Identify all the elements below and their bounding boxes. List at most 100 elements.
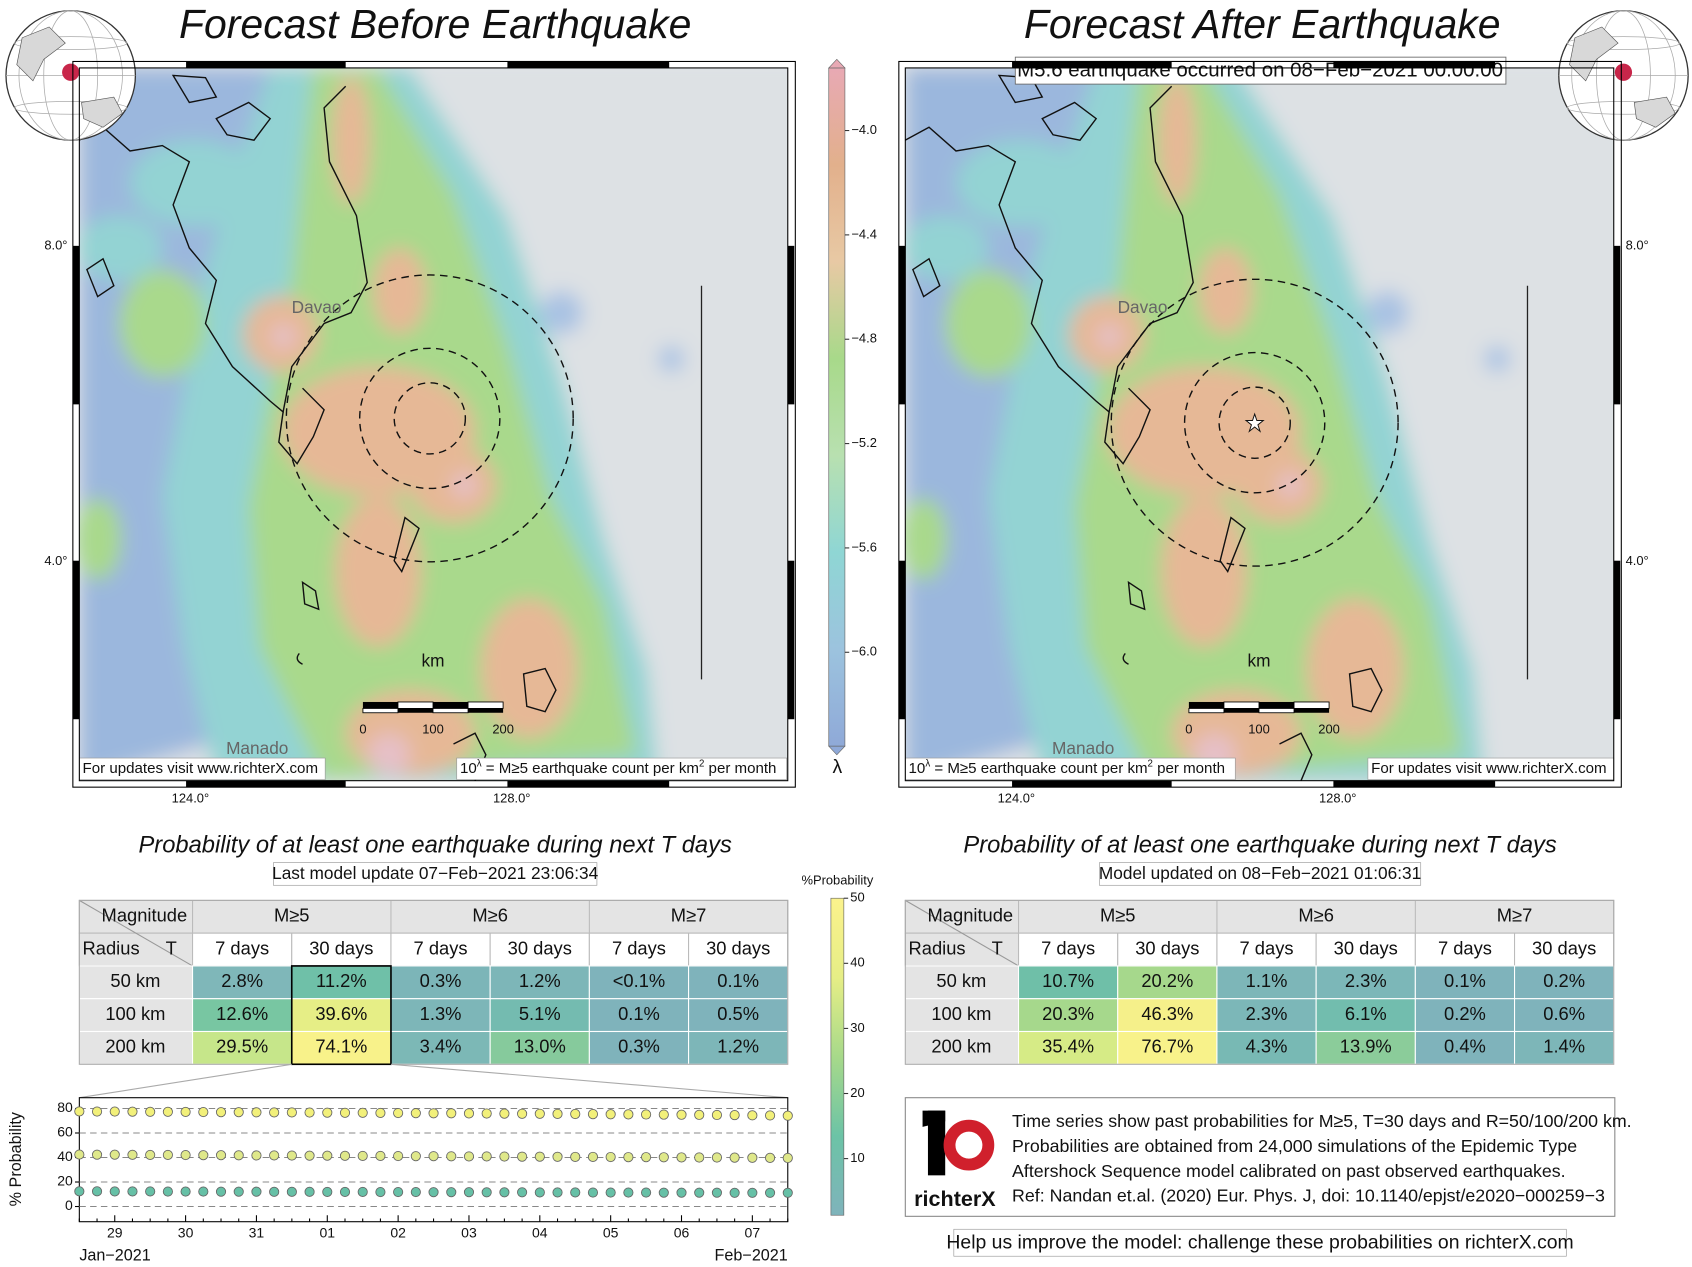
- point: [393, 1107, 404, 1119]
- x-tick-label: 30: [178, 1224, 194, 1240]
- header-text: 7 days: [1041, 937, 1095, 958]
- point: [339, 1150, 351, 1161]
- header-text: 30 days: [1334, 937, 1398, 958]
- frame-segment: [1613, 245, 1621, 405]
- x-tick-label: 06: [674, 1224, 690, 1240]
- colorbar-tick-label: 20: [850, 1085, 864, 1100]
- epicenter-star: [1244, 412, 1265, 433]
- point: [446, 1151, 457, 1162]
- cell-text: 10.7%: [1042, 970, 1094, 991]
- x-tick-label: 03: [461, 1224, 477, 1240]
- point: [215, 1186, 227, 1197]
- scale-tick: 0: [359, 721, 366, 736]
- point: [127, 1106, 138, 1117]
- point: [322, 1150, 333, 1161]
- info-line: Probabilities are obtained from 24,000 s…: [1012, 1136, 1577, 1156]
- cell-text: 0.1%: [717, 970, 759, 991]
- cell-text: 0.1%: [618, 1003, 660, 1024]
- header-text: M≥6: [472, 905, 508, 926]
- lambda-note: 10λ = M≥5 earthquake count per km2 per m…: [909, 758, 1225, 777]
- point: [162, 1186, 173, 1197]
- colorbar-tick-label: −4.4: [851, 226, 877, 241]
- point: [428, 1187, 439, 1198]
- header-text: Radius: [909, 937, 966, 958]
- x-tick-label: 29: [107, 1224, 123, 1240]
- point: [481, 1108, 492, 1119]
- cell: [1414, 965, 1516, 1000]
- point: [676, 1152, 687, 1163]
- point: [269, 1186, 280, 1197]
- point: [481, 1151, 492, 1162]
- diagonal: [905, 899, 1019, 967]
- cell-text: 2.3%: [1345, 970, 1387, 991]
- y-tick-label: 80: [57, 1099, 73, 1115]
- point: [534, 1151, 545, 1162]
- y-tick-label: 60: [57, 1124, 73, 1140]
- point: [410, 1151, 421, 1162]
- row-label: 100 km: [931, 1003, 991, 1024]
- point: [109, 1186, 120, 1197]
- point: [145, 1106, 156, 1117]
- header-text: M≥7: [1497, 905, 1533, 926]
- cell-text: 0.6%: [1543, 1003, 1585, 1024]
- point: [782, 1187, 793, 1198]
- updates-note: For updates visit www.richterX.com: [83, 760, 318, 777]
- colorbar-tick-label: 40: [850, 955, 864, 970]
- table-title: Probability of at least one earthquake d…: [139, 833, 732, 859]
- map: [65, 54, 809, 798]
- point: [446, 1187, 457, 1198]
- frame-segment: [1333, 61, 1496, 68]
- point: [304, 1150, 315, 1161]
- header-text: 30 days: [309, 937, 373, 958]
- map-frame: [898, 60, 1622, 788]
- lat-label: 4.0°: [1626, 553, 1649, 568]
- y-tick-label: 0: [65, 1197, 73, 1213]
- point: [198, 1106, 209, 1118]
- point: [587, 1151, 599, 1162]
- point: [764, 1110, 776, 1121]
- point: [215, 1107, 227, 1118]
- x-tick-label: 07: [745, 1224, 761, 1240]
- point: [481, 1187, 492, 1198]
- table-border: [78, 899, 789, 1065]
- cell: [489, 965, 590, 1000]
- table-subtitle: Last model update 07−Feb−2021 23:06:34: [272, 863, 599, 883]
- cell: [588, 965, 690, 1000]
- point: [109, 1149, 120, 1160]
- point: [304, 1186, 315, 1197]
- point: [286, 1107, 297, 1118]
- point: [127, 1149, 138, 1160]
- highlight: [290, 965, 392, 1066]
- point: [463, 1108, 475, 1119]
- cell: [588, 1030, 690, 1065]
- logo-mark: [927, 1110, 946, 1176]
- header-text: Magnitude: [102, 905, 188, 926]
- map-frame: [72, 60, 796, 788]
- row-label: 200 km: [105, 1036, 165, 1057]
- point: [658, 1187, 669, 1198]
- point: [587, 1187, 599, 1198]
- lon-label: 124.0°: [998, 790, 1036, 805]
- map-frame: [78, 67, 789, 782]
- header-text: M≥6: [1298, 905, 1334, 926]
- cell: [1514, 965, 1615, 1000]
- cell-text: 1.2%: [519, 970, 561, 991]
- updates-note: For updates visit www.richterX.com: [1371, 760, 1606, 777]
- cell-text: 1.3%: [420, 1003, 462, 1024]
- point: [552, 1187, 563, 1198]
- point: [233, 1150, 244, 1161]
- point: [357, 1107, 368, 1118]
- cell: [1117, 1030, 1218, 1065]
- header-text: 7 days: [414, 937, 468, 958]
- point: [91, 1149, 103, 1160]
- x-tick-label: 31: [249, 1224, 265, 1240]
- point: [463, 1187, 475, 1198]
- point: [339, 1107, 351, 1118]
- point: [198, 1186, 209, 1197]
- scale-unit: km: [1247, 651, 1270, 671]
- lon-label: 128.0°: [1319, 790, 1357, 805]
- point: [587, 1109, 599, 1120]
- cell: [1017, 965, 1119, 1000]
- point: [711, 1152, 722, 1163]
- point: [286, 1150, 297, 1161]
